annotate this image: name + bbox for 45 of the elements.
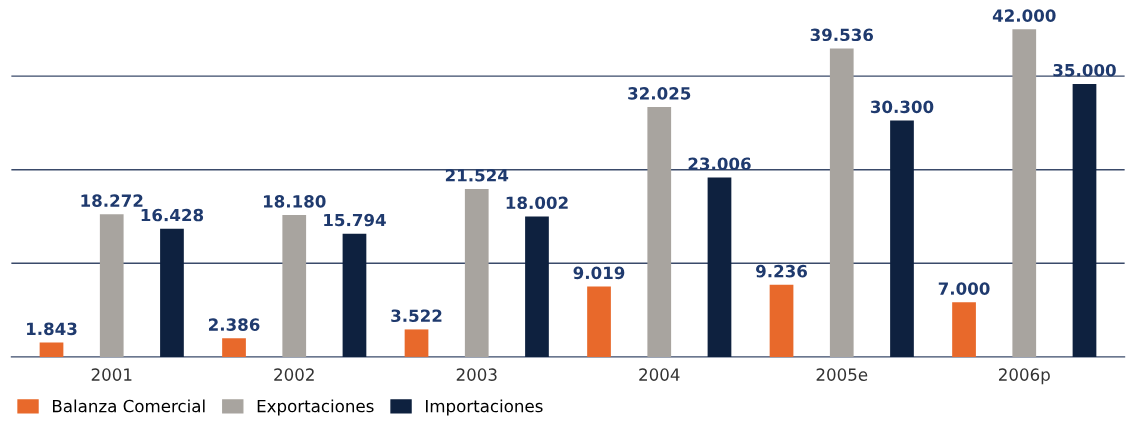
legend-label: Exportaciones xyxy=(257,399,374,416)
bar xyxy=(282,215,307,357)
x-tick-label: 2006p xyxy=(998,368,1050,385)
data-label: 42.000 xyxy=(992,9,1056,22)
data-label: 16.428 xyxy=(141,208,204,222)
data-label: 18.180 xyxy=(263,195,326,208)
x-tick-label: 2002 xyxy=(274,368,314,381)
x-tick-label: 2001 xyxy=(91,368,132,381)
data-label: 15.794 xyxy=(324,213,386,227)
bar xyxy=(587,286,611,357)
bar xyxy=(647,107,672,357)
data-label: 18.002 xyxy=(506,196,568,210)
bar xyxy=(707,177,732,357)
bar xyxy=(342,233,367,357)
bar xyxy=(1072,83,1097,357)
bar xyxy=(222,338,246,357)
data-label: 1.843 xyxy=(27,322,77,336)
bar xyxy=(99,214,124,357)
data-label: 18.272 xyxy=(81,194,143,207)
data-label: 2.386 xyxy=(208,318,260,331)
bar xyxy=(39,342,64,357)
legend-label: Importaciones xyxy=(426,399,543,416)
x-tick-label: 2005e xyxy=(816,368,868,381)
bar xyxy=(1012,29,1037,357)
bar xyxy=(769,284,794,357)
bar xyxy=(464,189,489,357)
data-label: 39.536 xyxy=(810,28,874,42)
bar xyxy=(829,48,854,357)
data-label: 9.236 xyxy=(756,264,807,278)
data-label: 32.025 xyxy=(628,87,691,100)
bar xyxy=(525,216,549,357)
bar xyxy=(890,120,914,357)
bar xyxy=(952,302,976,357)
bar xyxy=(160,228,184,357)
legend-label: Balanza Comercial xyxy=(53,399,205,413)
data-label: 21.524 xyxy=(445,169,509,182)
data-label: 3.522 xyxy=(391,309,442,323)
bar xyxy=(404,329,429,357)
data-label: 35.000 xyxy=(1053,63,1116,77)
x-tick-label: 2004 xyxy=(639,368,680,381)
data-label: 23.006 xyxy=(688,157,751,171)
x-tick-label: 2003 xyxy=(456,368,497,381)
data-label: 30.300 xyxy=(870,100,934,114)
data-label: 9.019 xyxy=(573,266,625,280)
data-label: 7.000 xyxy=(938,282,990,295)
